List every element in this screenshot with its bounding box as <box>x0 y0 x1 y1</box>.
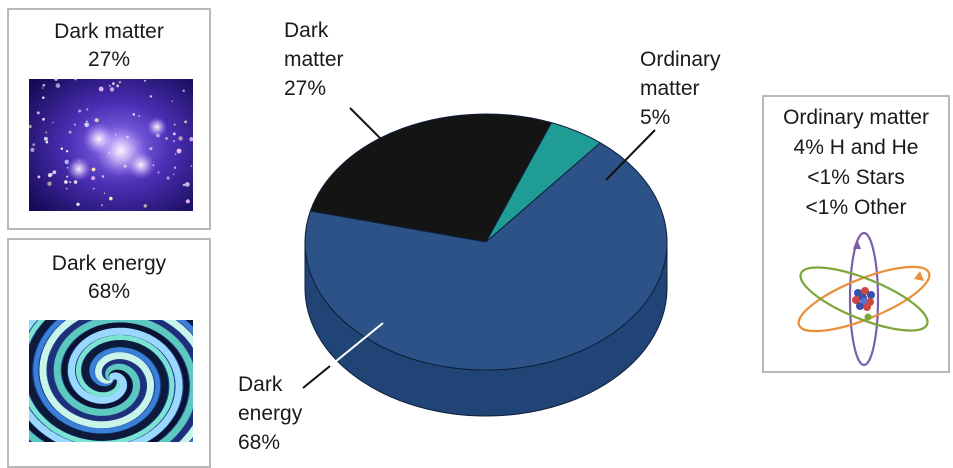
atom-icon <box>797 231 931 367</box>
atom-orbit-orange <box>797 265 931 333</box>
pie-label-dark-matter-line-1: Dark <box>284 19 329 42</box>
pie-slice-dark-matter <box>309 113 553 243</box>
dark-matter-panel: Dark matter 27% <box>7 8 211 230</box>
dark-energy-panel-value: 68% <box>87 280 131 303</box>
dark-energy-panel-name: Dark energy <box>51 252 167 275</box>
pie-slice-dark-energy <box>304 142 668 371</box>
dark-matter-panel-name: Dark matter <box>54 20 164 43</box>
pie-label-ordinary-matter-line-3: 5% <box>640 106 671 129</box>
ordinary-matter-line-4: <1% Other <box>805 196 907 219</box>
pie-label-ordinary-matter-line-2: matter <box>640 77 700 100</box>
atom-orbit-vertical <box>848 231 880 367</box>
pie-label-ordinary-matter: Ordinary matter 5% <box>640 45 721 132</box>
ordinary-matter-line-3: <1% Stars <box>807 166 905 189</box>
atom-nucleus <box>852 287 875 311</box>
pie-label-dark-matter: Dark matter 27% <box>284 16 344 103</box>
galaxy-cluster-image <box>29 79 193 211</box>
ordinary-matter-panel: Ordinary matter 4% H and He <1% Stars <1… <box>762 95 950 373</box>
pie-label-dark-matter-line-3: 27% <box>284 77 327 100</box>
pie-label-dark-energy-line-2: energy <box>238 402 303 425</box>
dark-matter-panel-title: Dark matter 27% <box>9 18 209 74</box>
atom-electron-arrow-purple <box>853 239 861 249</box>
spiral-swirl-image <box>29 320 193 442</box>
leader-line-dark-energy-outer <box>302 365 331 389</box>
pie-label-dark-energy: Dark energy 68% <box>238 370 302 457</box>
pie-label-dark-matter-line-2: matter <box>284 48 344 71</box>
dark-energy-panel-title: Dark energy 68% <box>9 250 209 306</box>
pie-chart <box>302 107 668 417</box>
ordinary-matter-line-1: Ordinary matter <box>783 106 929 129</box>
dark-energy-panel: Dark energy 68% <box>7 238 211 468</box>
atom-orbit-green <box>799 266 929 332</box>
pie-label-dark-energy-line-3: 68% <box>238 431 281 454</box>
atom-electron-green <box>864 313 872 321</box>
atom-electron-arrow-orange <box>914 271 924 281</box>
leader-line-ordinary-matter <box>605 129 656 181</box>
leader-line-dark-matter <box>349 107 403 161</box>
ordinary-matter-panel-text: Ordinary matter 4% H and He <1% Stars <1… <box>764 103 948 223</box>
dark-matter-panel-value: 27% <box>87 48 131 71</box>
pie-label-dark-energy-line-1: Dark <box>238 373 283 396</box>
ordinary-matter-line-2: 4% H and He <box>793 136 919 159</box>
pie-label-ordinary-matter-line-1: Ordinary <box>640 48 721 71</box>
